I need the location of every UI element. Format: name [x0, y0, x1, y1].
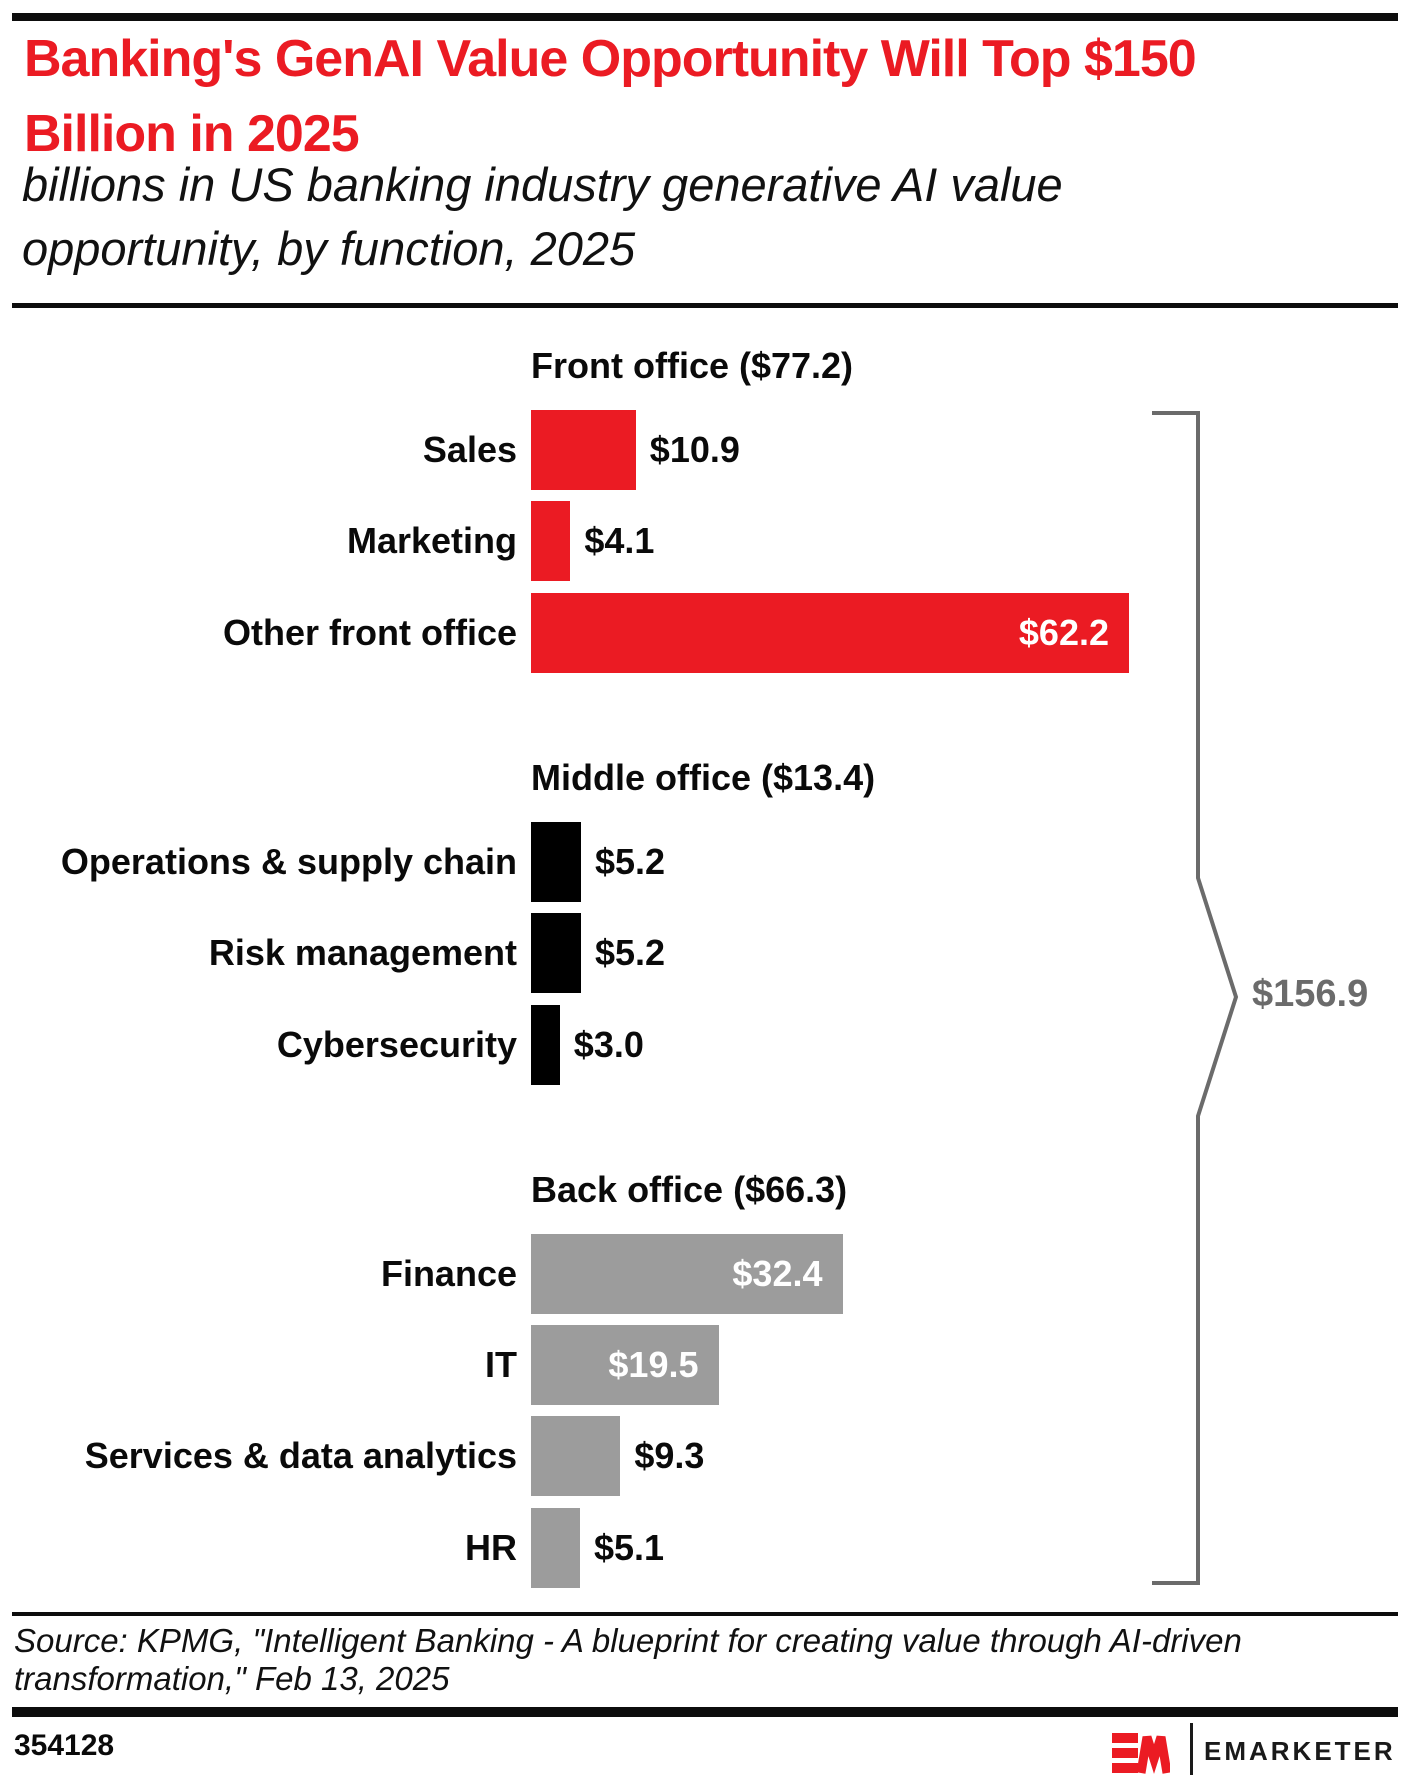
brand-wordmark: EMARKETER	[1204, 1736, 1396, 1766]
bar-rect	[531, 913, 581, 994]
bar-value-label: $19.5	[608, 1344, 699, 1386]
bar-rect	[531, 501, 571, 582]
bar-category-label: Sales	[422, 429, 517, 470]
bar-value-label: $32.4	[732, 1252, 823, 1294]
bar-rect: $62.2	[531, 592, 1129, 673]
chart-id: 354128	[14, 1729, 115, 1762]
bar-category-label: IT	[485, 1344, 517, 1386]
bar-category-label: Finance	[380, 1252, 517, 1294]
bar-category-label: Risk management	[208, 932, 517, 974]
page-title: Banking's GenAI Value Opportunity Will T…	[24, 22, 1197, 172]
bar-value-label: $5.2	[595, 932, 666, 974]
source-note: Source: KPMG, "Intelligent Banking - A b…	[14, 1622, 1242, 1698]
bar-value-label: $5.2	[595, 840, 666, 882]
footer-divider	[12, 1707, 1398, 1717]
bar-rect	[531, 1416, 621, 1497]
source-line-1: Source: KPMG, "Intelligent Banking - A b…	[14, 1622, 1242, 1659]
bar-value-label: $10.9	[649, 429, 740, 470]
group-heading: Front office ($77.2)	[531, 345, 854, 386]
bar-rect: $19.5	[531, 1325, 719, 1406]
bar-value-label: $3.0	[573, 1023, 644, 1065]
bar-category-label: Other front office	[223, 611, 517, 653]
logo-separator	[1190, 1723, 1193, 1775]
header-divider	[12, 303, 1398, 308]
source-divider	[12, 1612, 1398, 1616]
top-bar	[12, 13, 1398, 21]
bar-value-label: $9.3	[634, 1435, 705, 1477]
group-heading: Middle office ($13.4)	[531, 756, 876, 798]
grand-total-value: $156.9	[1252, 973, 1369, 1015]
em-mark-icon	[1112, 1733, 1170, 1774]
bar-value-label: $5.1	[594, 1526, 665, 1568]
bar-rect	[531, 821, 581, 902]
bar-rect	[531, 410, 636, 490]
bar-category-label: Cybersecurity	[276, 1023, 517, 1065]
bar-value-label: $4.1	[584, 520, 655, 562]
bar-category-label: HR	[465, 1526, 517, 1568]
source-line-2: transformation," Feb 13, 2025	[14, 1660, 450, 1697]
bar-category-label: Operations & supply chain	[60, 840, 517, 882]
bar-category-label: Marketing	[346, 520, 517, 562]
group-heading: Back office ($66.3)	[531, 1168, 848, 1210]
bar-value-label: $62.2	[1018, 611, 1109, 653]
page-subtitle-line-2: opportunity, by function, 2025	[22, 222, 636, 275]
bar-rect: $32.4	[531, 1233, 843, 1314]
bar-category-label: Services & data analytics	[84, 1435, 517, 1477]
emarketer-logo: EMARKETER	[1112, 1723, 1398, 1776]
bar-rect	[531, 1004, 560, 1085]
page-title-line-1: Banking's GenAI Value Opportunity Will T…	[24, 30, 1197, 88]
page-title-line-2: Billion in 2025	[24, 105, 360, 163]
page-subtitle: billions in US banking industry generati…	[22, 153, 1063, 281]
page-subtitle-line-1: billions in US banking industry generati…	[22, 158, 1063, 211]
bar-rect	[531, 1507, 580, 1588]
